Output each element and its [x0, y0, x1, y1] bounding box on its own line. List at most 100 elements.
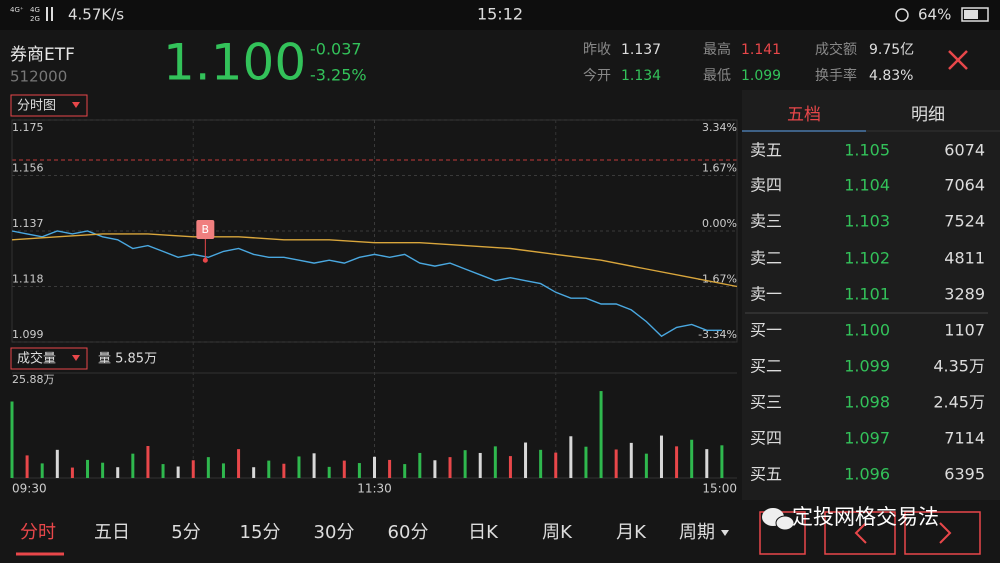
period-tab[interactable]: 月K: [616, 522, 647, 543]
order-side: 买二: [750, 357, 782, 376]
volume-bar: [161, 464, 165, 478]
period-tab[interactable]: 5分: [171, 522, 200, 543]
period-tab[interactable]: 30分: [314, 522, 355, 543]
x-tick-label: 11:30: [357, 482, 392, 496]
order-side: 卖四: [750, 176, 782, 195]
volume-bar: [55, 449, 59, 478]
selector-box[interactable]: [10, 347, 88, 370]
nav-button[interactable]: [904, 511, 981, 555]
period-tab[interactable]: 周期: [679, 522, 715, 543]
order-price: 1.105: [844, 141, 890, 160]
x-tick-label: 09:30: [12, 482, 47, 496]
volume-bar: [131, 453, 135, 478]
volume-bar: [433, 460, 437, 478]
dropdown-arrow[interactable]: [72, 102, 80, 108]
order-side: 卖三: [750, 212, 782, 231]
stat-label: 昨收: [583, 42, 611, 58]
volume-bar: [191, 460, 195, 478]
period-tab[interactable]: 15分: [240, 522, 281, 543]
volume-bar: [86, 459, 90, 478]
order-volume: 3289: [944, 285, 985, 304]
battery-fill: [964, 10, 978, 19]
price-change: -0.037: [310, 40, 362, 59]
volume-bar: [493, 446, 497, 478]
alarm-icon: [895, 8, 909, 22]
tab-active[interactable]: 五档: [787, 105, 821, 125]
order-price: 1.098: [844, 393, 890, 412]
volume-bar: [116, 467, 120, 478]
selector-box[interactable]: [10, 94, 88, 117]
trade-marker-label: B: [202, 223, 210, 236]
chart-selector[interactable]: 分时图: [10, 94, 88, 117]
dropdown-arrow[interactable]: [721, 530, 729, 536]
prev-icon[interactable]: [854, 522, 867, 544]
volume-bar: [373, 456, 376, 478]
order-volume: 7114: [944, 429, 985, 448]
volume-bar: [146, 446, 150, 478]
period-tab[interactable]: 周K: [542, 522, 573, 543]
price-line: [11, 230, 722, 338]
close-button[interactable]: [948, 50, 968, 70]
network-4g: 4G: [30, 6, 40, 14]
volume-bar: [554, 452, 558, 478]
nav-button[interactable]: [759, 511, 806, 555]
next-icon[interactable]: [939, 522, 952, 544]
volume-bar: [40, 463, 44, 478]
order-volume: 7064: [944, 176, 985, 195]
period-tab[interactable]: 分时: [20, 522, 56, 543]
clock: 15:12: [477, 5, 523, 24]
stat-label: 最低: [703, 68, 731, 84]
volume-bar: [644, 453, 648, 478]
volume-bar: [508, 456, 512, 478]
signal-bar: [46, 7, 48, 21]
battery-level: 64%: [918, 6, 951, 24]
period-tab[interactable]: 60分: [388, 522, 429, 543]
order-price: 1.102: [844, 249, 890, 268]
close-icon[interactable]: [948, 50, 968, 70]
volume-bar: [252, 467, 256, 478]
selector-label[interactable]: 成交量: [17, 351, 56, 367]
y2-tick-label: 0.00%: [702, 217, 737, 230]
wechat-icon: [775, 515, 795, 531]
stat-value: 4.83%: [869, 68, 913, 84]
period-tab[interactable]: 五日: [94, 522, 130, 543]
period-tab[interactable]: 日K: [468, 522, 499, 543]
order-price: 1.101: [844, 285, 890, 304]
volume-bar: [659, 435, 663, 478]
stat-label: 成交额: [815, 41, 857, 58]
order-price: 1.097: [844, 429, 890, 448]
selector-label[interactable]: 分时图: [17, 99, 56, 114]
fund-code: 512000: [10, 68, 67, 86]
volume-bar: [584, 446, 588, 478]
order-rows: 卖五 1.105 6074 卖四 1.104 7064 卖三 1.103 7524 卖二 1.102…: [750, 141, 985, 484]
stat-label: 最高: [703, 41, 731, 58]
stat-value: 1.141: [741, 42, 781, 58]
y2-tick-label: -1.67%: [698, 273, 737, 286]
y-tick-label: 1.156: [12, 162, 44, 175]
order-price: 1.103: [844, 212, 890, 231]
watermark: 定投网格交易法: [792, 505, 939, 529]
order-volume: 6395: [944, 465, 985, 484]
order-volume: 4811: [944, 249, 985, 268]
volume-bar: [448, 457, 452, 478]
battery-icon: [961, 7, 989, 22]
order-volume: 2.45万: [933, 393, 985, 412]
price-line: [11, 233, 738, 288]
y-tick-label: 1.137: [12, 217, 44, 230]
volume-bar: [282, 463, 286, 478]
network-4g-plus: 4G⁺: [10, 6, 24, 14]
y-tick-label: 25.88万: [12, 373, 55, 386]
volume-bar: [629, 442, 633, 478]
y-tick-label: 1.099: [12, 328, 44, 341]
stat-value: 1.099: [741, 68, 781, 84]
volume-selector[interactable]: 成交量: [10, 347, 88, 370]
volume-bar: [524, 442, 528, 478]
order-side: 卖一: [750, 285, 782, 304]
dropdown-arrow[interactable]: [72, 355, 80, 361]
last-price: 1.100: [163, 34, 306, 92]
tab[interactable]: 明细: [911, 105, 945, 125]
volume-bar: [10, 401, 14, 478]
y2-tick-label: -3.34%: [698, 328, 737, 341]
volume-bar: [569, 436, 573, 478]
nav-button[interactable]: [824, 511, 896, 555]
